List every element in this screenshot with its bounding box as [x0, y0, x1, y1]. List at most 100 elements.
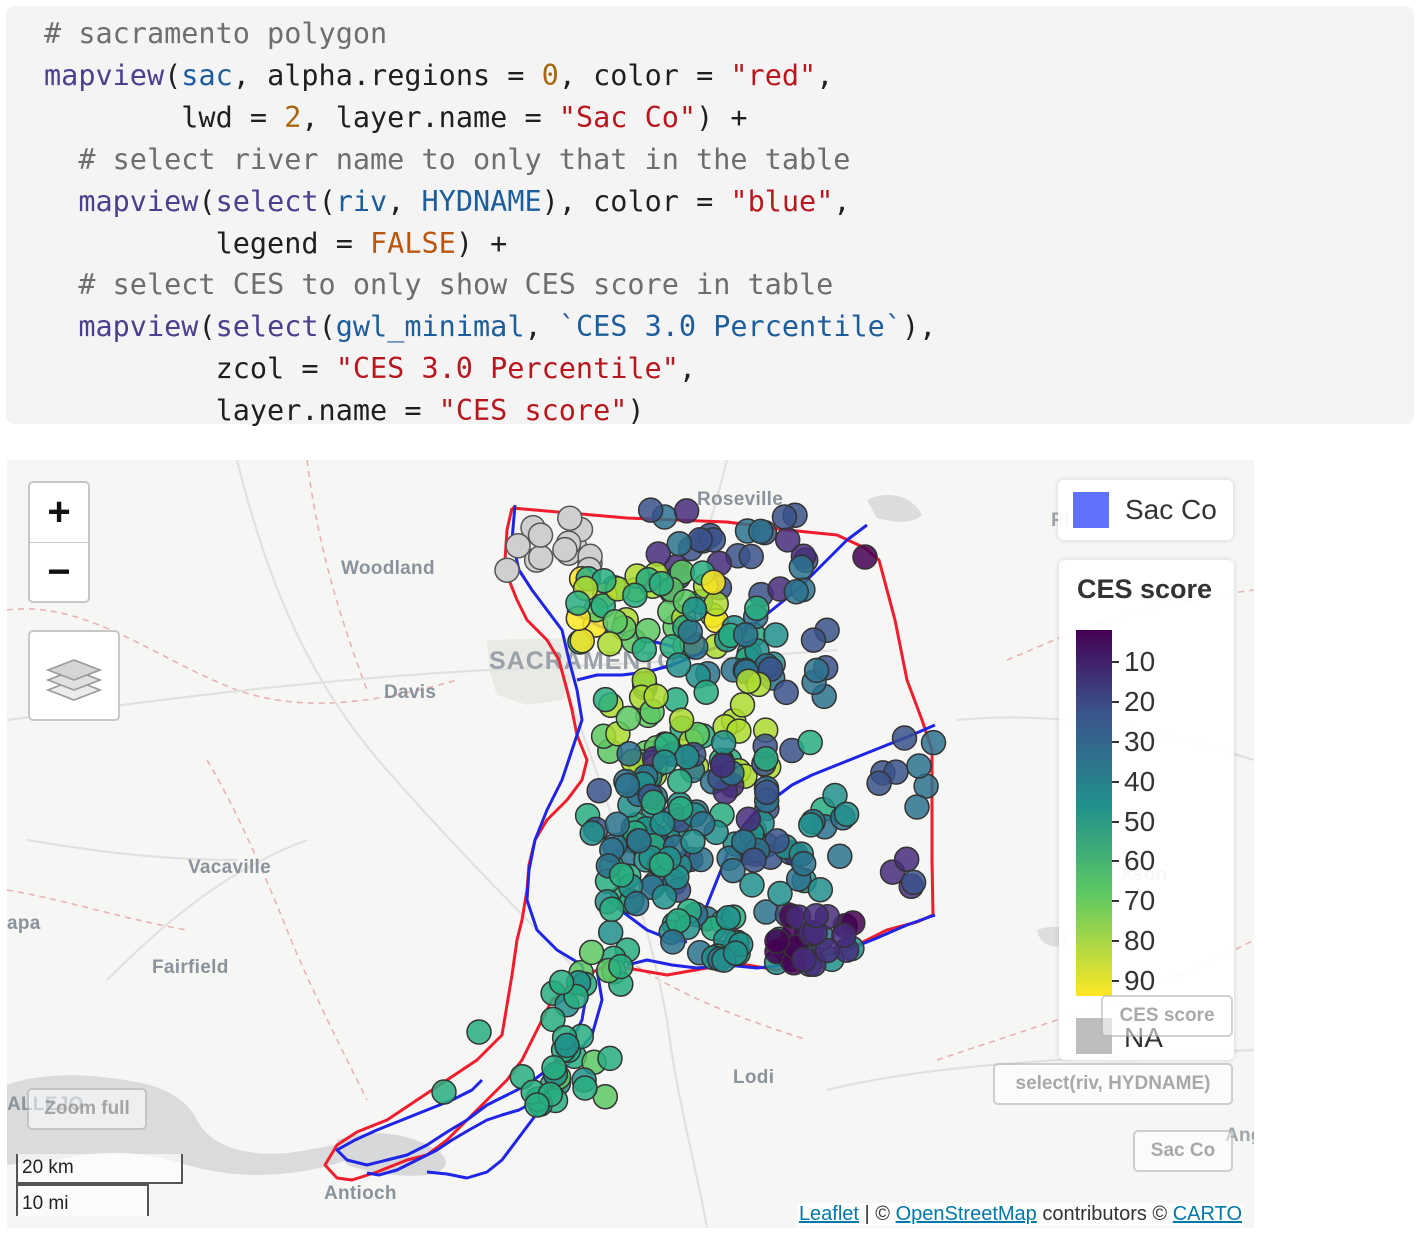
ces-point[interactable] — [666, 530, 693, 557]
ces-point[interactable] — [660, 929, 686, 955]
ces-point-na[interactable] — [494, 557, 520, 583]
layers-control-button[interactable] — [28, 630, 120, 721]
ces-point[interactable] — [541, 1054, 567, 1081]
ces-point[interactable] — [800, 627, 827, 653]
ces-point-na[interactable] — [527, 544, 554, 571]
ces-point[interactable] — [763, 622, 789, 648]
ces-point[interactable] — [803, 902, 829, 929]
leaflet-link[interactable]: Leaflet — [798, 1203, 859, 1225]
ces-point[interactable] — [732, 621, 759, 648]
ces-point[interactable] — [831, 922, 857, 949]
ces-point[interactable] — [753, 746, 779, 772]
zoom-to-sac-co-button[interactable]: Sac Co — [1133, 1130, 1233, 1172]
ces-point[interactable] — [797, 729, 823, 756]
ces-point[interactable] — [548, 969, 575, 996]
ces-point[interactable] — [703, 591, 729, 617]
ces-point[interactable] — [764, 928, 790, 954]
carto-link[interactable]: CARTO — [1172, 1203, 1242, 1225]
ces-point[interactable] — [431, 1079, 457, 1105]
river-delta[interactable] — [426, 1099, 549, 1180]
ces-point[interactable] — [739, 872, 765, 898]
ces-point[interactable] — [754, 779, 780, 806]
ces-point[interactable] — [569, 627, 595, 654]
openstreetmap-link[interactable]: OpenStreetMap — [895, 1203, 1037, 1225]
ces-point[interactable] — [833, 801, 860, 827]
ces-point[interactable] — [822, 782, 848, 809]
ces-point[interactable] — [572, 1075, 598, 1101]
ces-point[interactable] — [738, 543, 764, 570]
ces-point[interactable] — [735, 806, 762, 833]
ces-point[interactable] — [720, 857, 746, 884]
ces-point[interactable] — [783, 578, 810, 605]
ces-point[interactable] — [622, 582, 648, 608]
ces-point[interactable] — [790, 850, 817, 877]
ces-point[interactable] — [608, 953, 634, 980]
ces-point[interactable] — [648, 852, 675, 878]
ces-point[interactable] — [648, 570, 675, 597]
ces-point[interactable] — [466, 1019, 492, 1045]
river-cosumnes[interactable] — [695, 723, 936, 926]
ces-point[interactable] — [748, 518, 774, 545]
ces-point[interactable] — [803, 657, 830, 684]
ces-point[interactable] — [597, 631, 623, 657]
ces-point[interactable] — [668, 707, 695, 733]
ces-point[interactable] — [744, 595, 770, 622]
ces-point[interactable] — [540, 1006, 566, 1033]
ces-point[interactable] — [651, 749, 678, 775]
ces-point[interactable] — [920, 729, 947, 756]
ces-point[interactable] — [524, 1092, 550, 1118]
ces-point[interactable] — [700, 569, 727, 595]
ces-point[interactable] — [604, 811, 631, 838]
ces-point[interactable] — [827, 843, 853, 869]
ces-point[interactable] — [623, 890, 650, 917]
ces-point[interactable] — [586, 777, 612, 804]
zoom-to-rivers-button[interactable]: select(riv, HYDNAME) — [993, 1063, 1233, 1105]
ces-point[interactable] — [631, 636, 658, 663]
ces-point[interactable] — [852, 544, 878, 570]
ces-point[interactable] — [900, 869, 927, 896]
ces-point[interactable] — [741, 847, 767, 873]
ces-point-na[interactable] — [552, 536, 578, 563]
ces-point[interactable] — [597, 919, 624, 946]
ces-point[interactable] — [773, 679, 799, 706]
ces-point[interactable] — [616, 740, 642, 767]
ces-point[interactable] — [788, 554, 815, 581]
ces-point[interactable] — [906, 753, 932, 779]
ces-point-na[interactable] — [557, 505, 583, 531]
ces-point[interactable] — [798, 812, 824, 838]
ces-point[interactable] — [771, 504, 798, 530]
ces-point[interactable] — [640, 789, 667, 816]
ces-point[interactable] — [643, 683, 669, 710]
ces-point[interactable] — [602, 608, 628, 635]
ces-point[interactable] — [637, 497, 664, 523]
ces-point[interactable] — [680, 828, 706, 855]
ces-point[interactable] — [710, 729, 737, 756]
ces-point[interactable] — [565, 590, 591, 616]
ces-point[interactable] — [608, 862, 635, 888]
ces-point[interactable] — [722, 940, 749, 966]
ces-point[interactable] — [904, 794, 930, 820]
zoom-full-button[interactable]: Zoom full — [27, 1088, 147, 1130]
ces-point[interactable] — [578, 939, 605, 966]
zoom-in-button[interactable]: + — [47, 490, 71, 534]
ces-point[interactable] — [715, 904, 742, 931]
ces-point[interactable] — [687, 527, 713, 553]
ces-point[interactable] — [649, 810, 676, 837]
ces-point[interactable] — [791, 946, 817, 973]
ces-point[interactable] — [667, 795, 694, 822]
ces-point[interactable] — [615, 705, 642, 732]
ces-point[interactable] — [814, 937, 841, 964]
ces-point-na[interactable] — [505, 533, 531, 559]
ces-point-na[interactable] — [527, 522, 554, 548]
ces-point[interactable] — [677, 619, 703, 645]
leaflet-map[interactable]: Roseville Pl Woodland SACRAMENTO Davis V… — [7, 460, 1254, 1228]
ces-point[interactable] — [735, 668, 762, 694]
ces-point[interactable] — [626, 828, 652, 854]
ces-point[interactable] — [681, 596, 708, 623]
ces-point[interactable] — [709, 752, 736, 779]
ces-point[interactable] — [893, 846, 920, 873]
ces-point[interactable] — [597, 1045, 623, 1072]
ces-point[interactable] — [891, 725, 918, 751]
ces-point[interactable] — [665, 908, 692, 934]
ces-point[interactable] — [599, 896, 625, 923]
